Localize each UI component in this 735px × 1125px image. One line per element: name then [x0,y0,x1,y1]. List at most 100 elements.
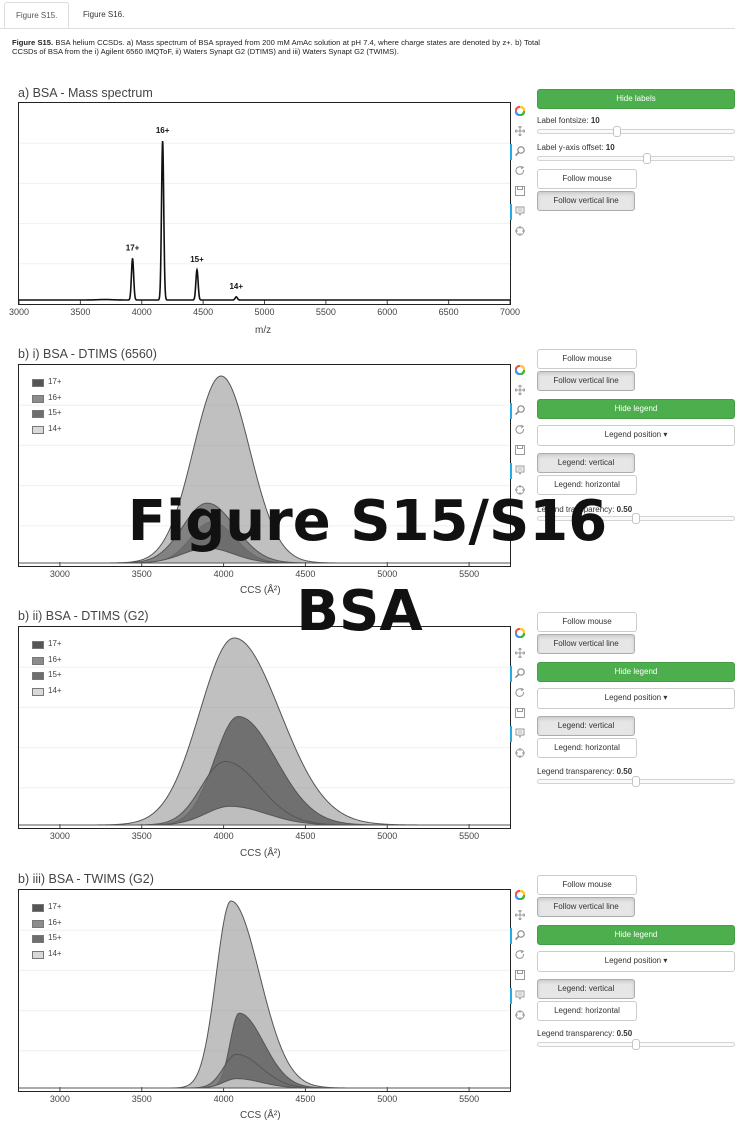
reset-tool[interactable] [512,162,528,182]
legend-transparency-label-b2: Legend transparency: 0.50 [537,767,632,776]
dtims-6560-plot[interactable] [18,364,511,567]
legend-label: 17+ [48,902,62,911]
follow-vertical-line-button-a[interactable]: Follow vertical line [537,191,635,211]
legend-swatch [32,656,44,665]
hover-icon [515,728,525,738]
hide-labels-button[interactable]: Hide labels [537,89,735,109]
follow-vertical-line-button-b2[interactable]: Follow vertical line [537,634,635,654]
twims-g2-plot[interactable] [18,889,511,1092]
crosshair-tool[interactable] [512,481,528,501]
legend-position-dropdown-b2[interactable]: Legend position ▾ [537,688,735,709]
follow-mouse-button-b1[interactable]: Follow mouse [537,349,637,369]
tab-bar: Figure S15. Figure S16. [0,0,735,29]
legend-transparency-label-b3: Legend transparency: 0.50 [537,1029,632,1038]
label-yoffset-slider-handle[interactable] [643,153,651,164]
legend-horizontal-button-b2[interactable]: Legend: horizontal [537,738,637,758]
pan-icon [515,385,525,395]
hover-tool[interactable] [510,724,528,744]
toolbar-b1 [510,361,530,501]
reset-tool[interactable] [512,946,528,966]
toolbar-b3 [510,886,530,1026]
save-tool[interactable] [512,441,528,461]
reset-tool[interactable] [512,684,528,704]
hover-tool[interactable] [510,986,528,1006]
x-tick-label: 7000 [499,307,521,317]
follow-vertical-line-button-b3[interactable]: Follow vertical line [537,897,635,917]
legend-horizontal-button-b1[interactable]: Legend: horizontal [537,475,637,495]
save-tool[interactable] [512,966,528,986]
legend-horizontal-button-b3[interactable]: Legend: horizontal [537,1001,637,1021]
legend-transparency-slider-b3[interactable] [537,1039,735,1050]
tab-figure-s16[interactable]: Figure S16. [83,10,125,19]
hover-tool[interactable] [510,202,528,222]
legend-swatch [32,904,44,912]
zoom-tool[interactable] [510,926,528,946]
bokeh-logo-tool[interactable] [512,102,528,122]
legend-label: 15+ [48,933,62,942]
follow-mouse-button-a[interactable]: Follow mouse [537,169,637,189]
save-icon [515,970,525,980]
crosshair-tool[interactable] [512,222,528,242]
hide-legend-button-b1[interactable]: Hide legend [537,399,735,419]
legend-position-dropdown-b1[interactable]: Legend position ▾ [537,425,735,446]
legend-vertical-button-b3[interactable]: Legend: vertical [537,979,635,999]
crosshair-icon [515,748,525,758]
chart-b3-title: b) iii) BSA - TWIMS (G2) [18,872,154,886]
legend-position-dropdown-b3[interactable]: Legend position ▾ [537,951,735,972]
save-tool[interactable] [512,182,528,202]
crosshair-tool[interactable] [512,744,528,764]
follow-mouse-button-b2[interactable]: Follow mouse [537,612,637,632]
dtims-g2-plot[interactable] [18,626,511,829]
follow-vertical-line-button-b1[interactable]: Follow vertical line [537,371,635,391]
legend-label: 16+ [48,654,62,664]
chart-a-xlabel: m/z [255,325,272,336]
legend-position-label-b3: Legend position [604,956,662,965]
legend-transparency-slider-handle-b1[interactable] [632,513,640,524]
zoom-tool[interactable] [510,664,528,684]
peak-label: 17+ [126,244,140,253]
crosshair-tool[interactable] [512,1006,528,1026]
follow-mouse-button-b3[interactable]: Follow mouse [537,875,637,895]
pan-tool[interactable] [512,381,528,401]
crosshair-icon [515,226,525,236]
legend-transparency-slider-b2[interactable] [537,776,735,787]
bokeh-logo-tool[interactable] [512,624,528,644]
legend-transparency-slider-handle-b3[interactable] [632,1039,640,1050]
save-tool[interactable] [512,704,528,724]
hover-tool[interactable] [510,461,528,481]
hide-legend-button-b2[interactable]: Hide legend [537,662,735,682]
x-tick-label: 5000 [254,307,275,317]
legend-vertical-button-b2[interactable]: Legend: vertical [537,716,635,736]
legend-transparency-slider-handle-b2[interactable] [632,776,640,787]
reset-tool[interactable] [512,421,528,441]
zoom-tool[interactable] [510,401,528,421]
label-fontsize-slider[interactable] [537,126,735,137]
legend-transparency-text-b2: Legend transparency: [537,767,615,776]
tab-figure-s15[interactable]: Figure S15. [4,2,70,28]
label-yoffset-slider[interactable] [537,153,735,164]
hide-legend-button-b3[interactable]: Hide legend [537,925,735,945]
bokeh-logo-icon [515,628,525,638]
x-tick-label: 4000 [213,569,234,579]
legend-vertical-button-b1[interactable]: Legend: vertical [537,453,635,473]
bokeh-logo-tool[interactable] [512,361,528,381]
peak-label: 14+ [229,282,243,291]
mass-spectrum-plot[interactable]: 17+ 16+ 15+ 14+ [18,102,511,305]
zoom-tool[interactable] [510,142,528,162]
x-tick-label: 4500 [193,307,214,317]
x-tick-label: 5000 [377,569,398,579]
bokeh-logo-tool[interactable] [512,886,528,906]
pan-tool[interactable] [512,906,528,926]
dtims-g2-svg [19,637,510,828]
label-fontsize-slider-handle[interactable] [613,126,621,137]
reset-icon [515,166,525,175]
chart-b2-title: b) ii) BSA - DTIMS (G2) [18,609,149,623]
legend-label: 16+ [48,392,62,402]
legend-label: 16+ [48,917,62,927]
x-tick-label: 4000 [131,307,152,317]
legend-transparency-value-b3: 0.50 [616,1029,633,1038]
pan-tool[interactable] [512,644,528,664]
save-icon [515,708,525,718]
ccsd-area-14plus [19,805,510,826]
pan-tool[interactable] [512,122,528,142]
